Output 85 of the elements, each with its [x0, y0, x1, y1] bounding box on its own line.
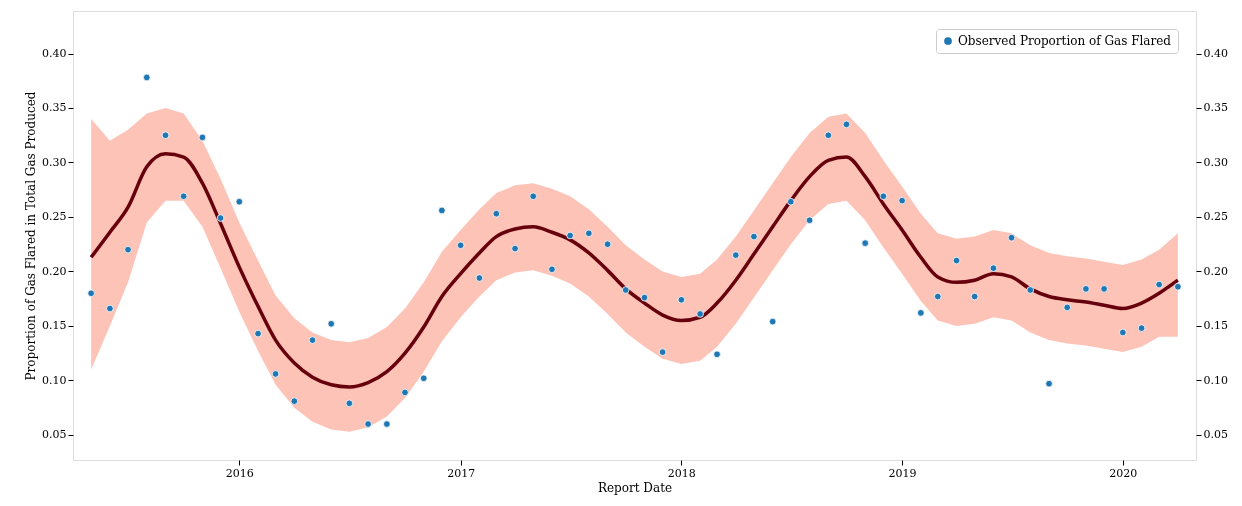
- y-tick-label: 0.15: [42, 319, 67, 333]
- y2-tick-label: 0.30: [1203, 155, 1228, 169]
- point: [1045, 379, 1053, 388]
- point: [419, 374, 428, 383]
- point: [1155, 280, 1163, 289]
- point: [1063, 303, 1071, 312]
- y-tick-label: 0.10: [42, 373, 67, 387]
- point: [1100, 285, 1108, 293]
- point: [750, 232, 758, 241]
- point: [179, 192, 188, 201]
- y2-tick-label: 0.05: [1203, 428, 1228, 442]
- point: [511, 244, 519, 253]
- point: [732, 251, 740, 259]
- y-tick-label: 0.40: [42, 47, 67, 60]
- point: [364, 420, 372, 428]
- point: [198, 133, 207, 142]
- point: [327, 320, 335, 328]
- point: [492, 209, 501, 218]
- point: [1137, 324, 1146, 332]
- point: [585, 229, 593, 238]
- x-tick-label: 2016: [225, 466, 254, 480]
- point: [475, 274, 484, 282]
- point: [1174, 282, 1182, 291]
- y2-tick-label: 0.20: [1203, 264, 1228, 278]
- point: [1119, 328, 1127, 337]
- point: [1082, 285, 1090, 293]
- point: [383, 420, 391, 428]
- point: [401, 388, 409, 397]
- point: [161, 131, 170, 139]
- x-tick-label: 2018: [667, 466, 696, 480]
- point: [787, 197, 795, 206]
- y2-tick-label: 0.25: [1203, 210, 1228, 224]
- y2-tick-label: 0.10: [1203, 373, 1228, 387]
- point: [917, 309, 925, 317]
- point: [124, 245, 132, 254]
- legend-label: Observed Proportion of Gas Flared: [958, 34, 1172, 48]
- y-tick-label: 0.30: [42, 155, 67, 169]
- point: [621, 286, 630, 294]
- point: [696, 310, 704, 318]
- point: [345, 399, 354, 408]
- point: [658, 348, 667, 356]
- point: [970, 292, 979, 301]
- point: [677, 296, 686, 304]
- point: [548, 265, 556, 274]
- point: [842, 120, 851, 129]
- point: [879, 192, 888, 201]
- point: [934, 292, 942, 301]
- point: [768, 317, 777, 326]
- y-tick-label: 0.35: [42, 101, 67, 115]
- point: [254, 329, 262, 338]
- point: [1007, 233, 1016, 242]
- point: [143, 73, 151, 82]
- point: [456, 241, 465, 250]
- y-tick-label: 0.05: [42, 428, 67, 442]
- point: [989, 264, 998, 272]
- y2-tick-label: 0.15: [1203, 319, 1228, 333]
- point: [438, 206, 446, 215]
- point: [640, 293, 649, 302]
- point: [308, 336, 317, 344]
- x-tick-label: 2020: [1109, 466, 1138, 480]
- point: [216, 214, 225, 222]
- point: [1026, 286, 1035, 294]
- line-series: [89, 152, 1180, 389]
- point: [824, 131, 833, 139]
- point: [898, 196, 906, 205]
- y-axis-title: Proportion of Gas Flared in Total Gas Produced: [24, 91, 39, 381]
- point: [106, 304, 114, 313]
- point: [87, 289, 95, 298]
- y2-tick-label: 0.35: [1203, 101, 1228, 115]
- y-tick-label: 0.25: [42, 210, 67, 224]
- point: [952, 256, 961, 265]
- x-tick-label: 2017: [447, 466, 476, 480]
- point: [603, 240, 612, 248]
- point: [713, 350, 721, 359]
- x-tick-label: 2019: [888, 466, 917, 480]
- point: [805, 216, 814, 224]
- point: [566, 231, 574, 240]
- point: [529, 192, 537, 201]
- y-tick-label: 0.20: [42, 264, 67, 278]
- point: [290, 397, 299, 405]
- point: [235, 197, 244, 206]
- point: [271, 370, 280, 378]
- y2-tick-label: 0.40: [1203, 47, 1228, 60]
- point: [861, 239, 869, 247]
- x-axis-title: Report Date: [597, 480, 673, 495]
